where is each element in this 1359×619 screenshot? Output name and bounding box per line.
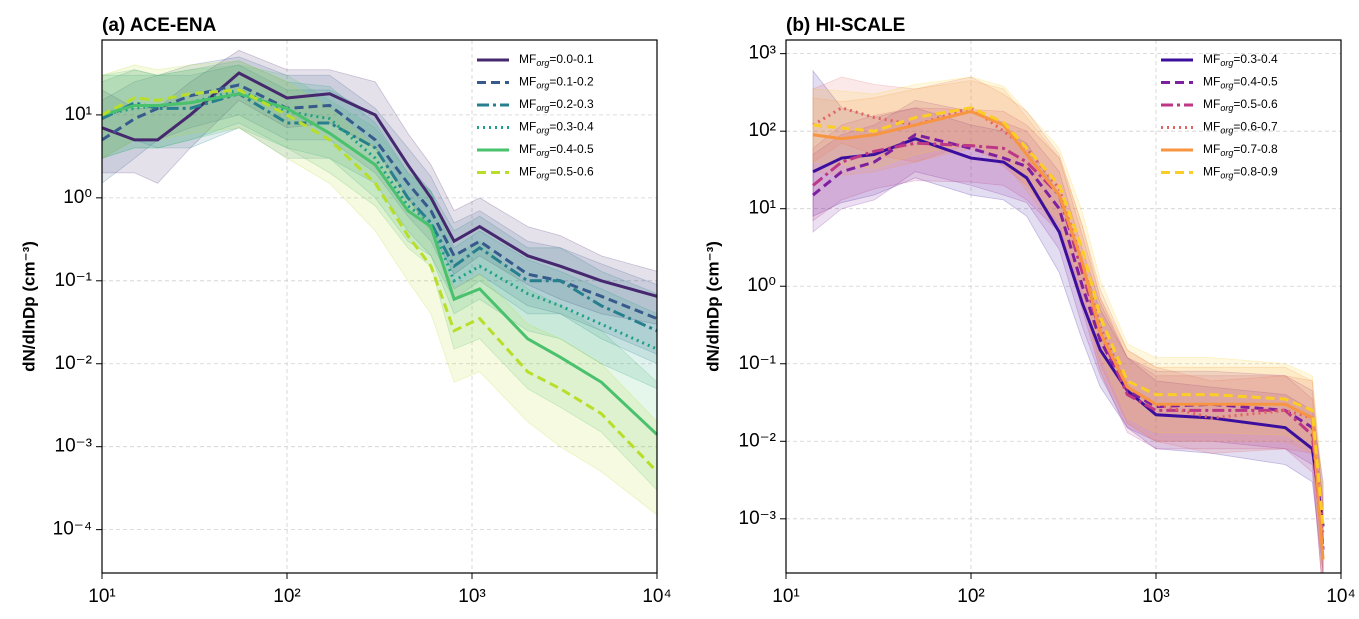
y-axis-label: dN/dlnDp (cm⁻³) [703, 241, 722, 372]
y-tick-label: 10¹ [65, 104, 92, 125]
legend-label: MForg=0.3-0.4 [519, 120, 594, 136]
y-tick-label: 10⁻¹ [739, 353, 777, 374]
x-tick-label: 10³ [1142, 586, 1169, 607]
legend-label: MForg=0.5-0.6 [519, 165, 594, 181]
x-tick-label: 10⁴ [642, 586, 671, 607]
legend-label: MForg=0.7-0.8 [1203, 142, 1278, 158]
y-tick-label: 10³ [749, 43, 776, 64]
legend-label: MForg=0.3-0.4 [1203, 52, 1278, 68]
chart-title: (b) HI-SCALE [786, 15, 905, 36]
y-tick-label: 10⁻² [739, 430, 777, 451]
legend-label: MForg=0.5-0.6 [1203, 97, 1278, 113]
y-tick-label: 10² [749, 120, 776, 141]
series-line [102, 92, 657, 333]
x-tick-label: 10¹ [88, 586, 115, 607]
series-line [812, 133, 1325, 550]
series-line [812, 106, 1325, 527]
y-tick-label: 10¹ [749, 198, 776, 219]
plot-area [102, 49, 657, 516]
y-tick-label: 10⁻² [55, 353, 93, 374]
series-line [102, 71, 657, 298]
legend-label: MForg=0.6-0.7 [1203, 120, 1278, 136]
axes-frame [101, 39, 658, 574]
x-tick-label: 10² [273, 586, 300, 607]
plot-area [812, 69, 1325, 573]
y-axis-label: dN/dlnDp (cm⁻³) [19, 241, 38, 372]
axes-frame [785, 39, 1342, 574]
legend-label: MForg=0.4-0.5 [1203, 75, 1278, 91]
uncertainty-band [102, 60, 657, 390]
panel: 10¹ 10² 10³ 10⁴ 10⁻⁴ 10⁻³ 10⁻² 10⁻¹ 10⁰ 10¹ (a) AC… [19, 15, 671, 619]
y-tick-label: 10⁻⁴ [53, 519, 92, 540]
legend-label: MForg=0.2-0.3 [519, 97, 594, 113]
uncertainty-band [102, 49, 657, 325]
legend-label: MForg=0.0-0.1 [519, 52, 594, 68]
series-line [102, 88, 657, 473]
x-tick-label: 10² [957, 586, 984, 607]
panel: 10¹ 10² 10³ 10⁴ 10⁻³ 10⁻² 10⁻¹ 10⁰ 10¹ 10² 10³ (b) … [703, 15, 1355, 619]
chart-title: (a) ACE-ENA [102, 15, 217, 36]
legend-label: MForg=0.1-0.2 [519, 75, 594, 91]
series-line [812, 141, 1325, 550]
y-tick-label: 10⁻¹ [55, 270, 93, 291]
uncertainty-band [102, 56, 657, 355]
y-tick-label: 10⁰ [747, 275, 776, 296]
y-tick-label: 10⁻³ [55, 436, 93, 457]
uncertainty-band [812, 99, 1324, 573]
series-line [102, 83, 657, 321]
x-tick-label: 10¹ [772, 586, 799, 607]
uncertainty-band [102, 64, 657, 365]
x-tick-label: 10³ [458, 586, 485, 607]
legend-label: MForg=0.8-0.9 [1203, 165, 1278, 181]
x-tick-label: 10⁴ [1326, 586, 1355, 607]
legend-label: MForg=0.4-0.5 [519, 142, 594, 158]
series-line [812, 109, 1325, 560]
y-tick-label: 10⁻³ [739, 508, 777, 529]
series-line [102, 92, 657, 436]
y-tick-label: 10⁰ [63, 187, 92, 208]
uncertainty-band [102, 60, 657, 516]
